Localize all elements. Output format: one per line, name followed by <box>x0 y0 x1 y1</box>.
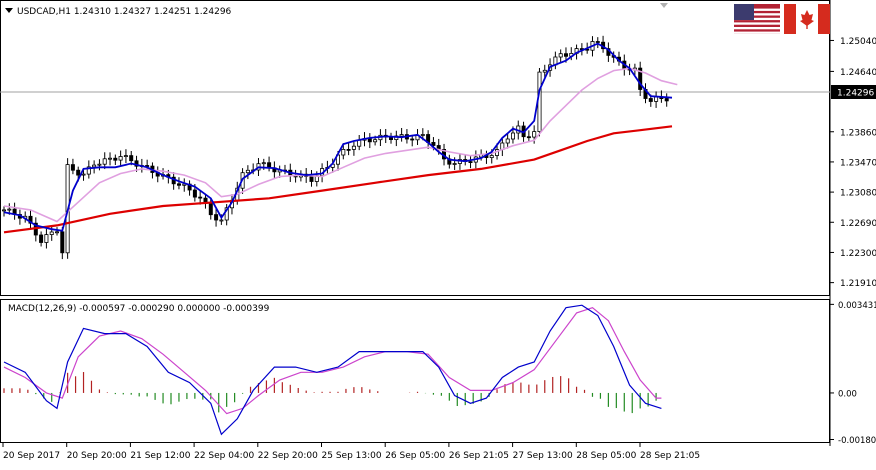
time-tick-label: 26 Sep 21:05 <box>449 451 509 461</box>
candle <box>39 231 44 247</box>
symbol-label: USDCAD,H1 1.24310 1.24327 1.24251 1.2429… <box>17 7 232 17</box>
candle <box>60 226 65 260</box>
candle <box>267 156 272 172</box>
candle <box>17 209 22 225</box>
candle <box>171 172 176 190</box>
time-tick-label: 22 Sep 04:00 <box>194 451 254 461</box>
macd-tick-label: 0.00 <box>838 389 857 399</box>
candle <box>176 177 181 190</box>
us-flag-icon <box>734 4 780 34</box>
candle <box>102 152 107 170</box>
candle <box>97 159 102 171</box>
candle <box>643 83 648 104</box>
candle <box>537 67 542 137</box>
candle <box>505 133 510 149</box>
time-tick-label: 22 Sep 20:00 <box>258 451 318 461</box>
ma-fast-line <box>3 42 673 232</box>
macd-label: MACD(12,26,9) -0.000597 -0.000290 0.0000… <box>8 304 270 314</box>
candle <box>92 160 97 174</box>
candle <box>601 35 606 53</box>
candle <box>118 150 123 166</box>
candle <box>108 152 113 166</box>
candle <box>447 154 452 169</box>
macd-series-layer <box>3 304 662 436</box>
candle <box>214 208 219 227</box>
candle <box>394 130 399 147</box>
candle <box>346 143 351 156</box>
dropdown-triangle-icon[interactable] <box>5 8 13 13</box>
candle <box>245 165 250 180</box>
candle <box>351 141 356 156</box>
candle <box>187 180 192 196</box>
candle <box>426 130 431 149</box>
ma-mid-line <box>3 67 678 223</box>
candle <box>113 154 118 165</box>
axis-layer: 1.25040 1.24640 1.23860 1.23470 1.23080 1.226… <box>2 37 876 461</box>
candle <box>2 206 7 217</box>
price-panel-frame <box>0 0 830 296</box>
current-price-label: 1.24296 <box>837 89 874 99</box>
time-tick-label: 25 Sep 13:00 <box>322 451 382 461</box>
price-tick-label: 1.25040 <box>840 37 876 47</box>
time-tick-label: 26 Sep 05:00 <box>385 451 445 461</box>
candle <box>526 130 531 143</box>
price-tick-label: 1.23080 <box>840 189 876 199</box>
candle <box>553 51 558 70</box>
candle <box>484 150 489 164</box>
candle <box>664 93 669 107</box>
time-tick-label: 21 Sep 12:00 <box>130 451 190 461</box>
price-tick-label: 1.21910 <box>840 279 876 289</box>
candle <box>367 133 372 149</box>
candle <box>638 61 643 96</box>
time-tick-label: 20 Sep 20:00 <box>67 451 127 461</box>
candle <box>155 166 160 183</box>
macd-tick-label: 0.003431 <box>838 301 876 311</box>
candle <box>123 149 128 164</box>
canada-flag-icon <box>784 4 830 34</box>
price-tick-label: 1.22300 <box>840 249 876 259</box>
time-tick-label: 28 Sep 05:00 <box>576 451 636 461</box>
candle <box>654 91 659 108</box>
price-series-layer <box>2 35 678 260</box>
macd-signal-line <box>3 307 662 415</box>
candle <box>272 161 277 179</box>
candle <box>86 160 91 179</box>
price-tick-label: 1.22690 <box>840 219 876 229</box>
time-tick-label: 20 Sep 2017 <box>3 451 60 461</box>
candle <box>388 132 393 144</box>
price-tick-label: 1.23470 <box>840 158 876 168</box>
candle <box>468 156 473 169</box>
candle <box>55 227 60 236</box>
candle <box>70 158 75 175</box>
candle <box>399 127 404 142</box>
candle <box>49 225 54 241</box>
candle <box>542 64 547 78</box>
candle <box>182 178 187 192</box>
candle <box>44 228 49 249</box>
candle <box>500 138 505 157</box>
time-tick-label: 27 Sep 13:00 <box>513 451 573 461</box>
scroll-marker-icon[interactable] <box>660 3 668 8</box>
candle <box>28 209 33 229</box>
candle <box>357 134 362 151</box>
candle <box>606 42 611 62</box>
candle <box>410 134 415 147</box>
macd-main-line <box>3 304 662 436</box>
candle <box>309 170 314 187</box>
current-price-box <box>831 85 876 99</box>
candle <box>415 129 420 145</box>
candle <box>558 49 563 63</box>
candle <box>224 204 229 226</box>
time-tick-label: 28 Sep 21:05 <box>640 451 700 461</box>
candle <box>282 164 287 175</box>
candle <box>12 202 17 220</box>
price-tick-label: 1.23860 <box>840 128 876 138</box>
candle <box>595 37 600 49</box>
price-tick-label: 1.24640 <box>840 68 876 78</box>
macd-tick-label: -0.001803 <box>838 436 876 446</box>
ma-slow-line <box>3 125 673 234</box>
macd-panel-frame <box>0 299 830 443</box>
